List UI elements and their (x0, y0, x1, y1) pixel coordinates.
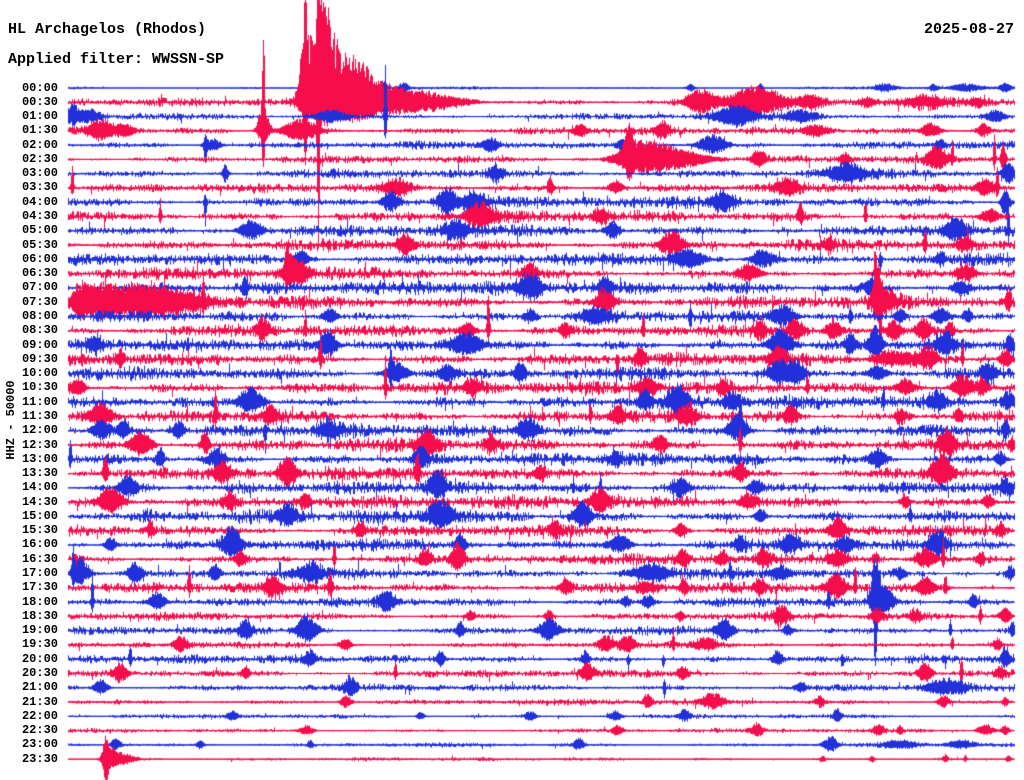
time-label: 02:00 (21, 137, 58, 152)
time-label: 06:00 (21, 251, 58, 266)
time-label: 14:30 (21, 494, 58, 509)
time-label: 09:00 (21, 337, 58, 352)
time-label: 04:30 (21, 209, 58, 224)
time-label: 07:00 (21, 280, 58, 295)
time-label: 12:00 (21, 423, 58, 438)
time-label: 03:00 (21, 166, 58, 181)
time-label: 09:30 (21, 351, 58, 366)
time-label: 02:30 (21, 151, 58, 166)
time-label: 11:30 (21, 408, 58, 423)
time-label: 20:30 (21, 665, 58, 680)
time-label: 05:00 (21, 223, 58, 238)
time-label: 21:00 (21, 680, 58, 695)
time-label: 22:30 (21, 723, 58, 738)
time-label: 17:30 (21, 580, 58, 595)
time-label: 10:00 (21, 366, 58, 381)
time-label: 13:00 (21, 451, 58, 466)
time-label: 15:30 (21, 523, 58, 538)
time-label: 23:00 (21, 737, 58, 752)
time-label: 16:00 (21, 537, 58, 552)
time-label: 22:00 (21, 708, 58, 723)
time-label: 19:30 (21, 637, 58, 652)
time-label: 03:30 (21, 180, 58, 195)
time-label: 17:00 (21, 566, 58, 581)
time-label: 07:30 (21, 294, 58, 309)
time-label: 08:30 (21, 323, 58, 338)
time-label: 08:00 (21, 308, 58, 323)
filter-label: Applied filter: WWSSN-SP (8, 51, 225, 68)
time-label: 06:30 (21, 266, 58, 281)
time-label: 21:30 (21, 694, 58, 709)
time-label: 13:30 (21, 466, 58, 481)
station-title: HL Archagelos (Rhodos) (8, 21, 207, 38)
time-label: 18:00 (21, 594, 58, 609)
time-label: 05:30 (21, 237, 58, 252)
time-label: 23:30 (21, 751, 58, 766)
time-label: 11:00 (21, 394, 58, 409)
time-label: 15:00 (21, 508, 58, 523)
time-label: 01:00 (21, 109, 58, 124)
time-label: 00:30 (21, 94, 58, 109)
time-label: 16:30 (21, 551, 58, 566)
time-label: 14:00 (21, 480, 58, 495)
time-label: 12:30 (21, 437, 58, 452)
time-label: 01:30 (21, 123, 58, 138)
time-label: 04:00 (21, 194, 58, 209)
date-label: 2025-08-27 (923, 21, 1014, 38)
time-label: 00:00 (21, 80, 58, 95)
time-label: 10:30 (21, 380, 58, 395)
time-label: 20:00 (21, 651, 58, 666)
time-label: 18:30 (21, 608, 58, 623)
time-label: 19:00 (21, 623, 58, 638)
